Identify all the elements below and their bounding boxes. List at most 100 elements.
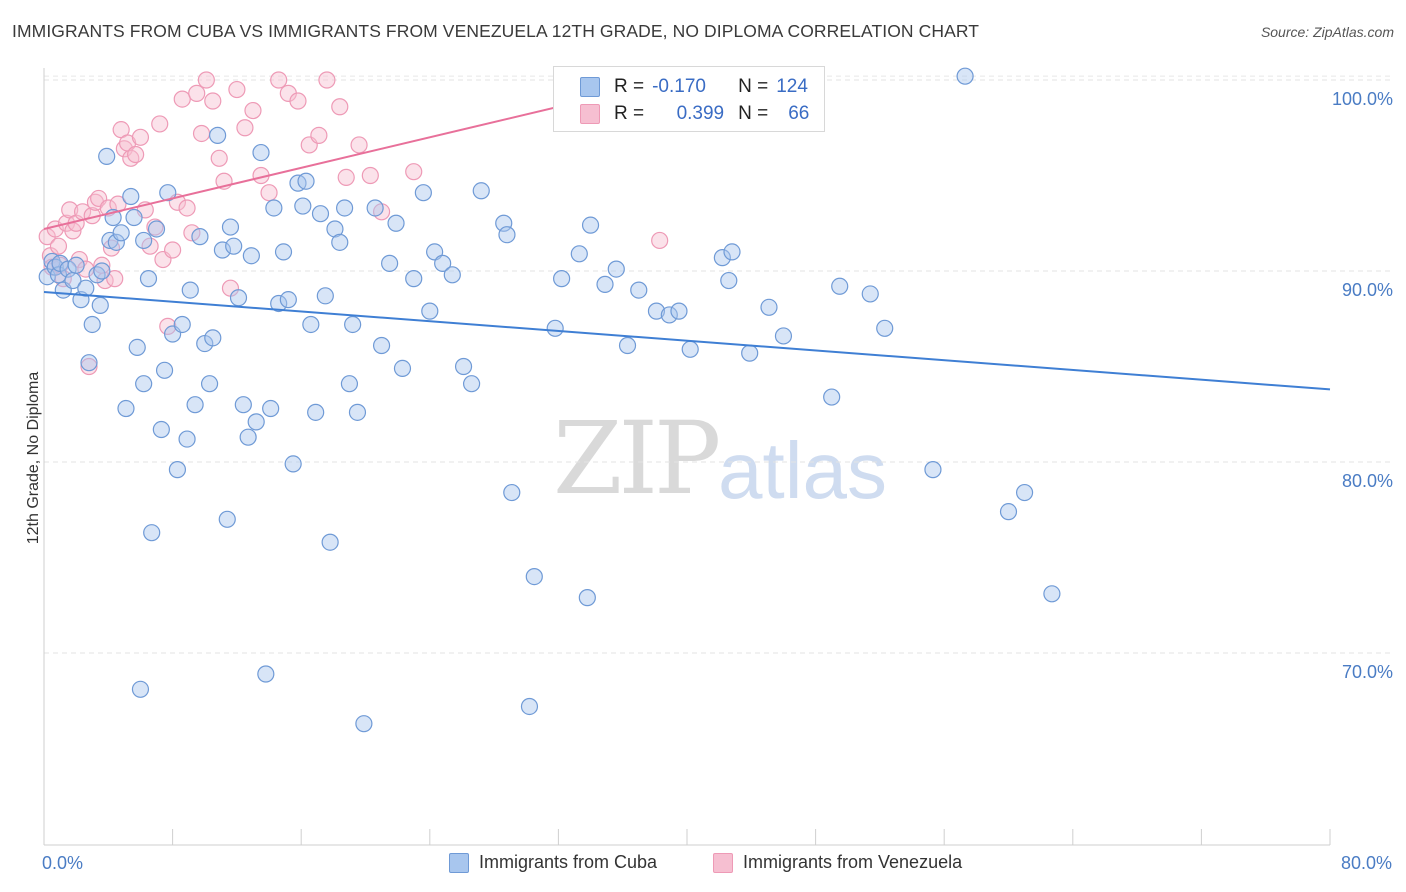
venezuela-point bbox=[131, 128, 150, 146]
cuba-point bbox=[355, 715, 373, 733]
cuba-point bbox=[316, 287, 334, 305]
cuba-point bbox=[340, 375, 359, 393]
watermark-zip: ZIP bbox=[553, 400, 721, 517]
cuba-point bbox=[1015, 483, 1034, 502]
cuba-point bbox=[720, 271, 738, 290]
cuba-point bbox=[1043, 585, 1061, 603]
cuba-point bbox=[302, 315, 320, 334]
legend-item-venezuela[interactable]: Immigrants from Venezuela bbox=[713, 852, 962, 873]
cuba-point bbox=[596, 275, 614, 293]
cuba-point bbox=[647, 302, 666, 320]
cuba-point bbox=[387, 214, 405, 232]
cuba-point bbox=[125, 208, 143, 227]
cuba-point bbox=[553, 270, 571, 288]
cuba-point bbox=[414, 184, 432, 202]
cuba-swatch bbox=[580, 77, 600, 97]
cuba-point bbox=[421, 302, 439, 320]
cuba-point bbox=[670, 302, 688, 320]
cuba-point bbox=[861, 285, 879, 303]
cuba-point bbox=[503, 483, 521, 502]
cuba-point bbox=[307, 403, 325, 421]
y-tick-label: 70.0% bbox=[1342, 662, 1393, 682]
y-tick-label: 90.0% bbox=[1342, 280, 1393, 300]
cuba-point bbox=[98, 147, 116, 165]
cuba-point bbox=[83, 315, 101, 334]
cuba-point bbox=[372, 336, 391, 355]
cuba-point bbox=[434, 254, 452, 272]
cuba-point bbox=[462, 375, 481, 393]
cuba-point bbox=[181, 281, 199, 299]
venezuela-point bbox=[127, 145, 145, 164]
cuba-point bbox=[823, 388, 841, 406]
cuba-point bbox=[191, 228, 209, 246]
cuba-point bbox=[336, 199, 354, 217]
cuba-n-value: 124 bbox=[776, 76, 808, 97]
cuba-point bbox=[91, 296, 109, 314]
cuba-point bbox=[525, 567, 543, 586]
venezuela-point bbox=[49, 237, 68, 255]
cuba-point bbox=[239, 428, 257, 446]
cuba-point bbox=[472, 182, 490, 200]
cuba-point bbox=[204, 329, 222, 347]
venezuela-point bbox=[405, 163, 423, 181]
cuba-point bbox=[405, 270, 423, 288]
venezuela-legend-swatch bbox=[713, 852, 733, 873]
cuba-point bbox=[112, 224, 130, 242]
cuba-point bbox=[234, 396, 252, 414]
cuba-point bbox=[218, 510, 236, 528]
venezuela-point bbox=[197, 71, 215, 89]
cuba-point bbox=[135, 231, 153, 250]
venezuela-point bbox=[188, 84, 206, 102]
cuba-point bbox=[774, 327, 793, 345]
cuba-point bbox=[274, 243, 293, 261]
venezuela-point bbox=[318, 71, 336, 89]
cuba-point bbox=[956, 67, 974, 85]
cuba-point bbox=[225, 237, 243, 255]
cuba-point bbox=[200, 375, 219, 393]
cuba-point bbox=[77, 279, 95, 297]
cuba-r-value: -0.170 bbox=[652, 76, 706, 97]
cuba-point bbox=[454, 357, 473, 376]
cuba-point bbox=[321, 533, 339, 551]
cuba-trend-line bbox=[43, 291, 1331, 391]
y-tick-label: 80.0% bbox=[1342, 471, 1393, 491]
venezuela-point bbox=[236, 119, 254, 137]
cuba-point bbox=[366, 199, 384, 217]
cuba-point bbox=[381, 254, 399, 272]
legend-item-cuba[interactable]: Immigrants from Cuba bbox=[449, 852, 657, 873]
cuba-point bbox=[135, 375, 153, 393]
cuba-point bbox=[131, 680, 150, 698]
cuba-point bbox=[159, 184, 177, 202]
source-credit: Source: ZipAtlas.com bbox=[1260, 24, 1394, 40]
cuba-point bbox=[393, 359, 412, 378]
cuba-point bbox=[186, 396, 204, 414]
venezuela-point bbox=[178, 199, 196, 217]
cuba-point bbox=[139, 270, 158, 288]
cuba-point bbox=[80, 354, 98, 372]
cuba-point bbox=[143, 524, 161, 542]
tick-labels: 70.0% 80.0% 90.0% 100.0% bbox=[1332, 89, 1393, 682]
cuba-point bbox=[229, 289, 248, 307]
cuba-point bbox=[262, 399, 280, 418]
cuba-point bbox=[581, 216, 600, 234]
cuba-point bbox=[681, 340, 699, 358]
venezuela-point bbox=[173, 90, 191, 108]
venezuela-point bbox=[331, 98, 349, 116]
axes bbox=[43, 68, 1331, 846]
venezuela-point bbox=[210, 149, 228, 167]
cuba-point bbox=[221, 218, 240, 236]
cuba-point bbox=[570, 245, 588, 263]
cuba-point bbox=[128, 338, 146, 356]
cuba-point bbox=[498, 226, 516, 244]
cuba-point bbox=[660, 306, 678, 324]
venezuela-points bbox=[38, 71, 669, 376]
cuba-point bbox=[152, 420, 170, 439]
x-tick-min: 0.0% bbox=[42, 853, 84, 873]
venezuela-point bbox=[350, 136, 368, 154]
cuba-point bbox=[147, 220, 166, 238]
cuba-point bbox=[760, 298, 778, 316]
venezuela-point bbox=[270, 71, 288, 89]
legend-n-label: N = bbox=[738, 76, 769, 97]
cuba-point bbox=[520, 697, 539, 716]
